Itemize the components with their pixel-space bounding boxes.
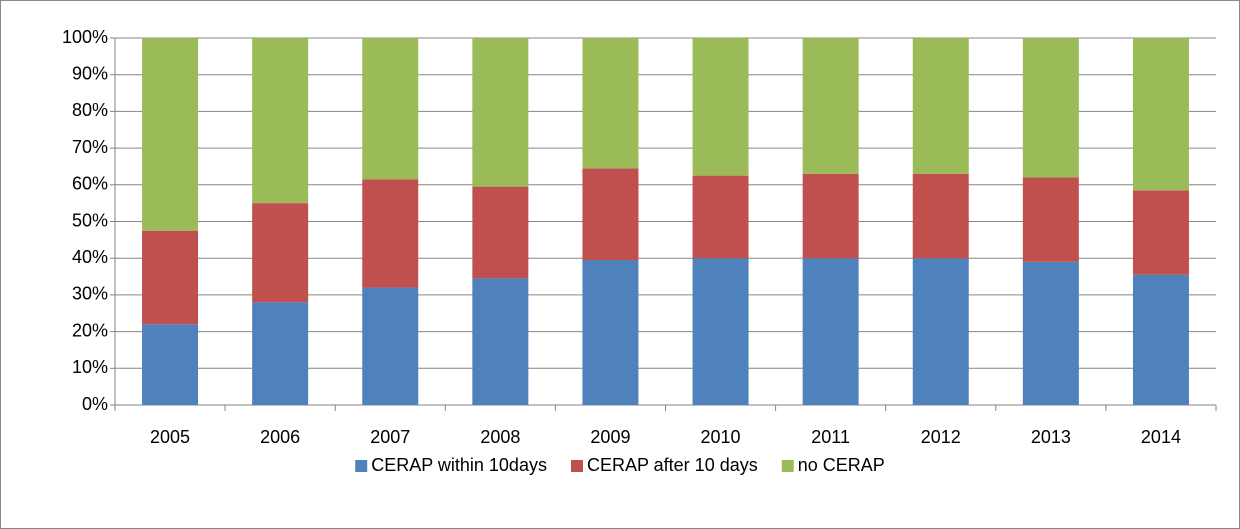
bar-segment bbox=[1132, 38, 1189, 191]
y-tick-label: 80% bbox=[72, 100, 108, 120]
bar-segment bbox=[692, 258, 749, 405]
y-tick-label: 20% bbox=[72, 320, 108, 340]
bar-segment bbox=[362, 287, 419, 405]
x-tick-label: 2013 bbox=[1031, 427, 1071, 447]
legend-swatch bbox=[355, 460, 368, 472]
legend-label: no CERAP bbox=[798, 455, 885, 475]
bar-segment bbox=[802, 38, 859, 174]
bar-segment bbox=[582, 260, 639, 405]
x-tick-label: 2014 bbox=[1141, 427, 1181, 447]
bar-segment bbox=[252, 38, 309, 204]
bar-segment bbox=[692, 175, 749, 259]
x-tick-label: 2012 bbox=[921, 427, 961, 447]
bar-segment bbox=[252, 203, 309, 303]
x-tick-label: 2009 bbox=[590, 427, 630, 447]
y-tick-label: 40% bbox=[72, 247, 108, 267]
x-tick-label: 2008 bbox=[480, 427, 520, 447]
legend-label: CERAP after 10 days bbox=[587, 455, 758, 475]
bar-segment bbox=[1022, 38, 1079, 178]
x-tick-label: 2006 bbox=[260, 427, 300, 447]
bar-segment bbox=[472, 186, 529, 279]
bar-segment bbox=[472, 278, 529, 405]
bar-segment bbox=[802, 258, 859, 405]
y-tick-label: 60% bbox=[72, 174, 108, 194]
y-tick-label: 50% bbox=[72, 210, 108, 230]
bar-segment bbox=[362, 179, 419, 288]
bar-segment bbox=[582, 38, 639, 169]
legend-swatch bbox=[781, 460, 794, 472]
bar-segment bbox=[142, 230, 199, 325]
y-tick-label: 0% bbox=[82, 394, 108, 414]
x-tick-label: 2007 bbox=[370, 427, 410, 447]
bar-segment bbox=[912, 173, 969, 259]
x-tick-label: 2010 bbox=[701, 427, 741, 447]
bar-segment bbox=[362, 38, 419, 180]
bar-segment bbox=[472, 38, 529, 187]
bar-segment bbox=[692, 38, 749, 176]
bar-segment bbox=[912, 38, 969, 174]
x-tick-label: 2011 bbox=[811, 427, 850, 447]
x-tick-label: 2005 bbox=[150, 427, 190, 447]
legend-swatch bbox=[570, 460, 583, 472]
bar-segment bbox=[912, 258, 969, 405]
bar-segment bbox=[1132, 190, 1189, 275]
bar-segment bbox=[1132, 274, 1189, 405]
bar-segment bbox=[1022, 261, 1079, 405]
y-tick-label: 70% bbox=[72, 137, 108, 157]
bar-segment bbox=[582, 168, 639, 261]
bar-segment bbox=[142, 38, 199, 231]
y-tick-label: 100% bbox=[62, 27, 108, 47]
bar-segment bbox=[142, 324, 199, 405]
y-tick-label: 30% bbox=[72, 284, 108, 304]
bar-segment bbox=[252, 302, 309, 405]
bar-segment bbox=[802, 173, 859, 259]
y-tick-label: 90% bbox=[72, 63, 108, 83]
legend-label: CERAP within 10days bbox=[371, 455, 547, 475]
y-tick-label: 10% bbox=[72, 357, 108, 377]
bar-segment bbox=[1022, 177, 1079, 262]
